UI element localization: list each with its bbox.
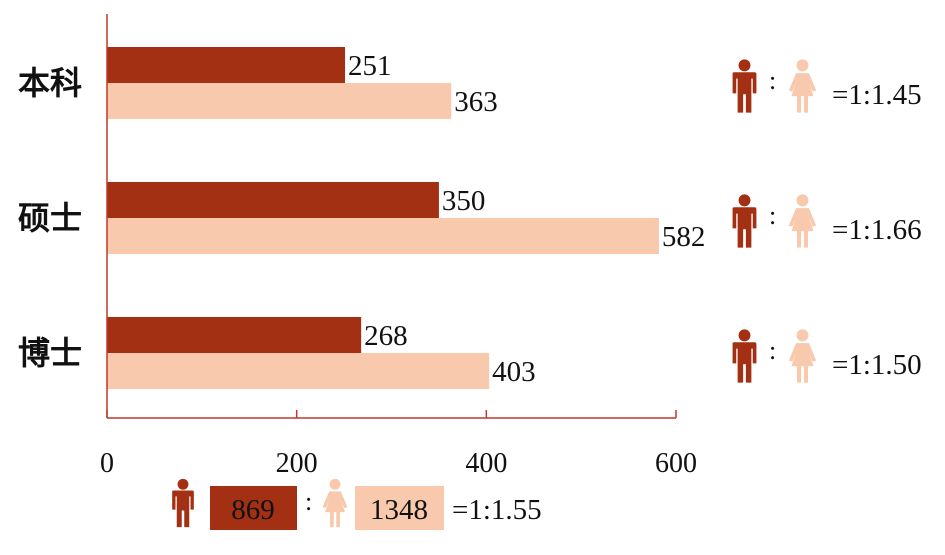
male-total-value: 869 [231,494,275,526]
value-label-female: 403 [492,356,536,388]
ratio-value: =1:1.66 [832,214,922,246]
male-person-icon [172,478,194,528]
bar-male [107,317,362,353]
female-total-box [355,486,444,530]
female-total-value: 1348 [370,494,428,526]
female-person-icon [788,329,817,383]
bars-layer [107,47,659,389]
x-tick-label: 400 [465,448,507,479]
value-label-female: 363 [454,86,498,118]
bar-female [107,83,452,119]
value-label-female: 582 [662,221,706,253]
bar-female [107,353,490,389]
male-person-icon [732,329,757,383]
ratio-colon: : [769,66,776,95]
value-label-male: 251 [348,50,392,82]
x-axis: 0 200 400 600 [100,14,697,479]
value-label-male: 268 [364,320,408,352]
female-person-icon [322,478,348,528]
value-label-male: 350 [442,185,486,217]
bar-male [107,47,346,83]
male-person-icon [732,194,757,248]
ratio-colon: : [769,336,776,365]
ratio-legend: : =1:1.45: =1:1.66: =1:1.50 [732,59,922,383]
male-total-box [210,486,297,530]
total-summary: 869: 1348 =1:1.55 [172,478,542,530]
ratio-colon: : [769,201,776,230]
x-tick-label: 200 [276,448,318,479]
x-tick-label: 0 [100,448,114,479]
bar-female [107,218,659,254]
bar-male [107,182,439,218]
total-ratio: =1:1.55 [452,494,542,526]
ratio-value: =1:1.50 [832,349,922,381]
category-label: 硕士 [18,199,82,237]
category-label: 博士 [18,334,82,372]
labels-layer: 本科 251 363 硕士 350 582 博士 268 403 [18,50,705,388]
category-label: 本科 [18,64,82,102]
x-tick-label: 600 [655,448,697,479]
ratio-value: =1:1.45 [832,79,922,111]
female-person-icon [788,59,817,113]
female-person-icon [788,194,817,248]
total-colon: : [305,487,312,516]
male-person-icon [732,59,757,113]
